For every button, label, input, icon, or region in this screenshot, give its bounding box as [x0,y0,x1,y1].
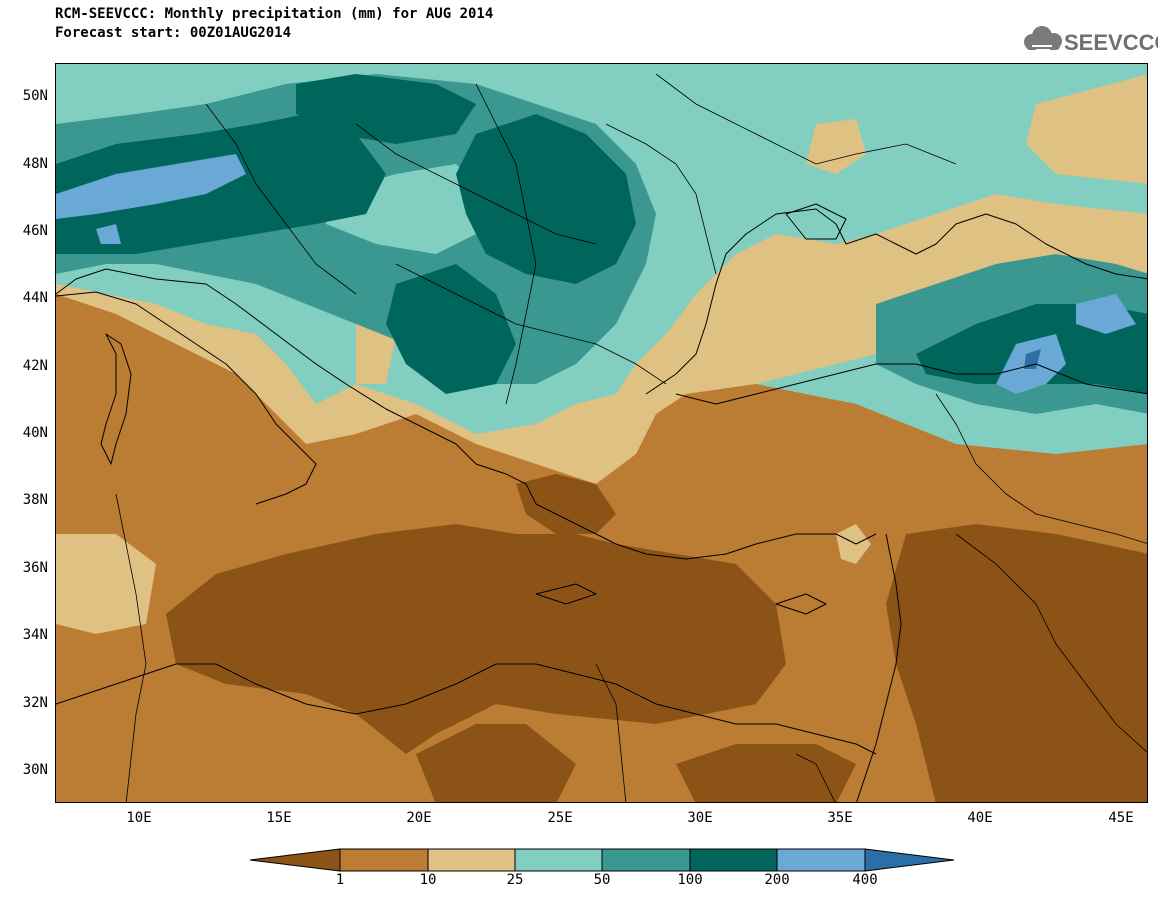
field-200-400-north [296,74,476,144]
legend-label-50: 50 [593,872,611,888]
lon-label-15e: 15E [266,810,292,826]
field-25-50-east-patches [356,74,1147,384]
lon-label-30e: 30E [687,810,713,826]
forecast-start-label: Forecast start: 00Z01AUG2014 [55,25,292,41]
field-1-10-libya [416,724,576,802]
lon-label-45e: 45E [1108,810,1134,826]
coastlines [56,203,1147,802]
field-25-50-east [656,234,916,384]
precipitation-map [55,63,1148,803]
lon-label-25e: 25E [547,810,573,826]
lat-label-32n: 32N [22,695,48,711]
field-200-400-balkan [386,264,516,394]
field-200-400-carpathian [456,114,636,284]
legend-label-1: 1 [335,872,345,888]
legend-colorbar [250,848,955,872]
map-title: RCM-SEEVCCC: Monthly precipitation (mm) … [55,6,494,22]
lat-label-46n: 46N [22,223,48,239]
legend-label-100: 100 [677,872,703,888]
legend-swatch-below-1 [250,848,341,872]
lat-label-30n: 30N [22,762,48,778]
legend-swatch-1-10 [339,848,429,872]
lat-label-38n: 38N [22,492,48,508]
legend-swatch-100-200 [689,848,778,872]
field-1-10-east [886,524,1147,802]
country-borders [115,73,1147,802]
lat-label-40n: 40N [22,425,48,441]
legend-swatch-10-25 [427,848,516,872]
legend-label-25: 25 [506,872,524,888]
field-400-plus-alps [56,154,246,244]
logo-text: SEEVCCC [1064,30,1158,55]
lat-label-44n: 44N [22,290,48,306]
lat-label-42n: 42N [22,358,48,374]
lon-label-35e: 35E [827,810,853,826]
lon-label-40e: 40E [967,810,993,826]
legend-swatch-above-400 [864,848,955,872]
lon-label-10e: 10E [126,810,152,826]
lat-label-48n: 48N [22,156,48,172]
legend-swatch-50-100 [601,848,691,872]
cloud-icon [1024,26,1062,51]
legend-swatch-200-400 [776,848,866,872]
field-25-50-cyprus-patch [836,524,871,564]
lat-label-34n: 34N [22,627,48,643]
lon-label-20e: 20E [406,810,432,826]
legend-label-400: 400 [852,872,878,888]
legend-label-10: 10 [419,872,437,888]
field-1-10-egypt [676,744,856,802]
lat-label-36n: 36N [22,560,48,576]
legend-label-200: 200 [764,872,790,888]
seevccc-logo: SEEVCCC [1018,24,1165,56]
field-1-10-med [166,524,786,754]
field-25-50-tunisia [56,534,156,634]
legend-swatch-25-50 [514,848,603,872]
lat-label-50n: 50N [22,88,48,104]
field-1-10-aegean [516,474,616,534]
